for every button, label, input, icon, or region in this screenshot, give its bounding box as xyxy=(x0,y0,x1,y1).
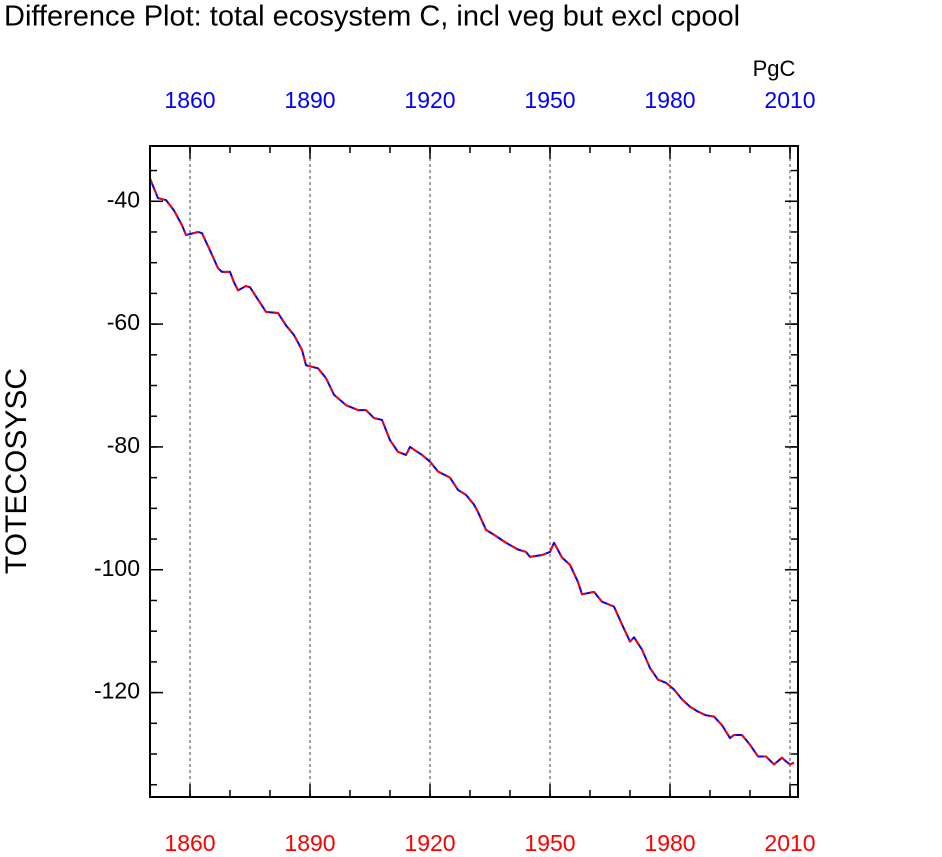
y-axis-label: TOTECOSYSC xyxy=(0,368,33,574)
x-top-tick-label: 2010 xyxy=(764,87,815,113)
x-tick-label: 1950 xyxy=(524,830,575,856)
x-top-tick-label: 1890 xyxy=(284,87,335,113)
x-tick-label: 2010 xyxy=(764,830,815,856)
x-top-tick-label: 1920 xyxy=(404,87,455,113)
y-tick-label: -100 xyxy=(94,555,140,581)
x-top-tick-label: 1860 xyxy=(164,87,215,113)
x-tick-label: 1860 xyxy=(164,830,215,856)
chart-title: Difference Plot: total ecosystem C, incl… xyxy=(4,1,740,33)
plot-frame xyxy=(149,145,799,798)
x-top-tick-label: 1980 xyxy=(644,87,695,113)
y-tick-label: -120 xyxy=(94,678,140,704)
x-top-tick-label: 1950 xyxy=(524,87,575,113)
x-tick-label: 1920 xyxy=(404,830,455,856)
data-line xyxy=(149,178,795,766)
x-tick-label: 1980 xyxy=(644,830,695,856)
data-line xyxy=(149,178,795,766)
y-tick-label: -60 xyxy=(107,309,140,335)
y-tick-label: -80 xyxy=(107,432,140,458)
units-label: PgC xyxy=(753,56,796,81)
y-tick-label: -40 xyxy=(107,186,140,212)
x-tick-label: 1890 xyxy=(284,830,335,856)
